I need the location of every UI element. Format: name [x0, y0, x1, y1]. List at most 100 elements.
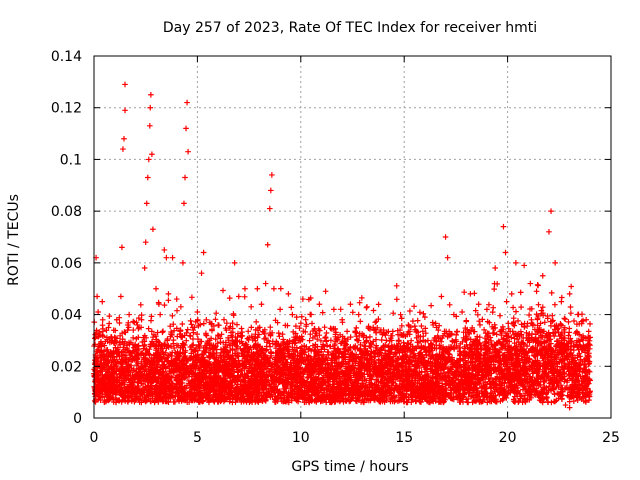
data-point: [134, 322, 141, 328]
data-point: [165, 291, 172, 297]
data-point: [143, 200, 150, 207]
data-point: [566, 404, 573, 411]
data-point: [146, 156, 152, 163]
data-point: [231, 260, 238, 266]
data-point: [95, 309, 101, 315]
data-point: [235, 293, 242, 300]
data-point: [105, 324, 112, 331]
data-point: [316, 301, 323, 308]
data-point: [109, 337, 116, 344]
data-point: [558, 298, 565, 305]
data-point: [575, 311, 581, 318]
data-point: [150, 226, 156, 233]
data-point: [119, 244, 125, 251]
data-point: [248, 304, 254, 310]
data-point: [190, 327, 197, 333]
data-point: [92, 379, 98, 385]
data-point: [513, 260, 519, 266]
data-point: [198, 270, 205, 276]
data-point-bulk: [91, 280, 593, 406]
data-point: [548, 208, 554, 214]
data-point: [364, 304, 370, 310]
data-point: [183, 125, 189, 132]
data-point: [475, 301, 482, 308]
x-tick-label: 15: [395, 430, 413, 446]
data-point: [266, 205, 273, 212]
data-point: [254, 285, 261, 292]
data-point: [521, 262, 527, 269]
data-point: [147, 123, 153, 129]
y-tick-labels: 0 0.02 0.04 0.06 0.08 0.1 0.12 0.14: [51, 49, 82, 427]
data-point: [149, 151, 155, 158]
data-point: [413, 335, 420, 341]
data-point: [207, 319, 213, 326]
data-point: [161, 247, 168, 253]
data-point: [97, 332, 104, 339]
data-point: [268, 187, 274, 194]
data-point: [566, 291, 573, 297]
data-point: [372, 319, 379, 326]
data-point: [121, 135, 127, 142]
y-tick-label: 0.1: [60, 152, 82, 168]
data-point: [242, 285, 248, 292]
data-point: [271, 285, 277, 292]
data-point: [182, 174, 188, 181]
chart-title: Day 257 of 2023, Rate Of TEC Index for r…: [163, 20, 537, 36]
data-point: [492, 265, 498, 271]
data-point-cloud: [91, 280, 593, 406]
y-tick-label: 0.02: [51, 359, 82, 375]
data-point: [405, 322, 412, 328]
data-point: [200, 249, 207, 256]
axis-ticks: [93, 55, 612, 419]
data-point: [527, 280, 534, 287]
data-point: [118, 293, 124, 300]
data-point: [185, 148, 191, 155]
y-tick-label: 0.12: [51, 101, 82, 117]
data-point: [144, 174, 151, 181]
data-point: [339, 316, 345, 323]
data-point: [94, 293, 100, 300]
data-point: [355, 311, 362, 318]
data-point: [451, 311, 457, 318]
data-point: [459, 309, 465, 315]
data-point: [130, 327, 137, 333]
data-point: [141, 265, 148, 271]
data-point: [397, 327, 403, 333]
x-tick-label: 25: [602, 430, 620, 446]
data-point: [184, 99, 190, 106]
data-point: [331, 306, 337, 313]
plot-frame: [93, 55, 612, 419]
data-point: [258, 301, 265, 308]
data-point: [269, 172, 275, 178]
data-point: [113, 316, 120, 323]
x-tick-labels: 0 5 10 15 20 25: [90, 430, 620, 446]
x-tick-label: 5: [193, 430, 202, 446]
data-point: [264, 241, 271, 248]
data-point: [583, 316, 589, 323]
data-point: [122, 107, 128, 114]
data-point: [142, 239, 149, 245]
data-point: [546, 229, 552, 235]
data-point: [126, 311, 132, 318]
data-point: [180, 260, 186, 266]
y-tick-label: 0.14: [51, 49, 82, 65]
data-point: [101, 342, 108, 349]
data-point: [122, 81, 128, 88]
data-point: [562, 402, 569, 408]
data-point: [444, 254, 451, 261]
data-point: [347, 301, 354, 308]
data-point: [533, 288, 540, 295]
data-point: [300, 296, 306, 302]
data-point: [308, 311, 314, 318]
data-point: [508, 291, 515, 297]
data-point: [157, 311, 163, 318]
data-point: [502, 249, 509, 256]
data-point: [223, 327, 230, 333]
x-tick-label: 20: [499, 430, 517, 446]
y-tick-label: 0: [73, 411, 82, 427]
y-axis-label: ROTI / TECUs: [6, 194, 22, 286]
data-point: [148, 91, 154, 98]
data-point: [552, 260, 558, 266]
data-point: [438, 293, 445, 300]
